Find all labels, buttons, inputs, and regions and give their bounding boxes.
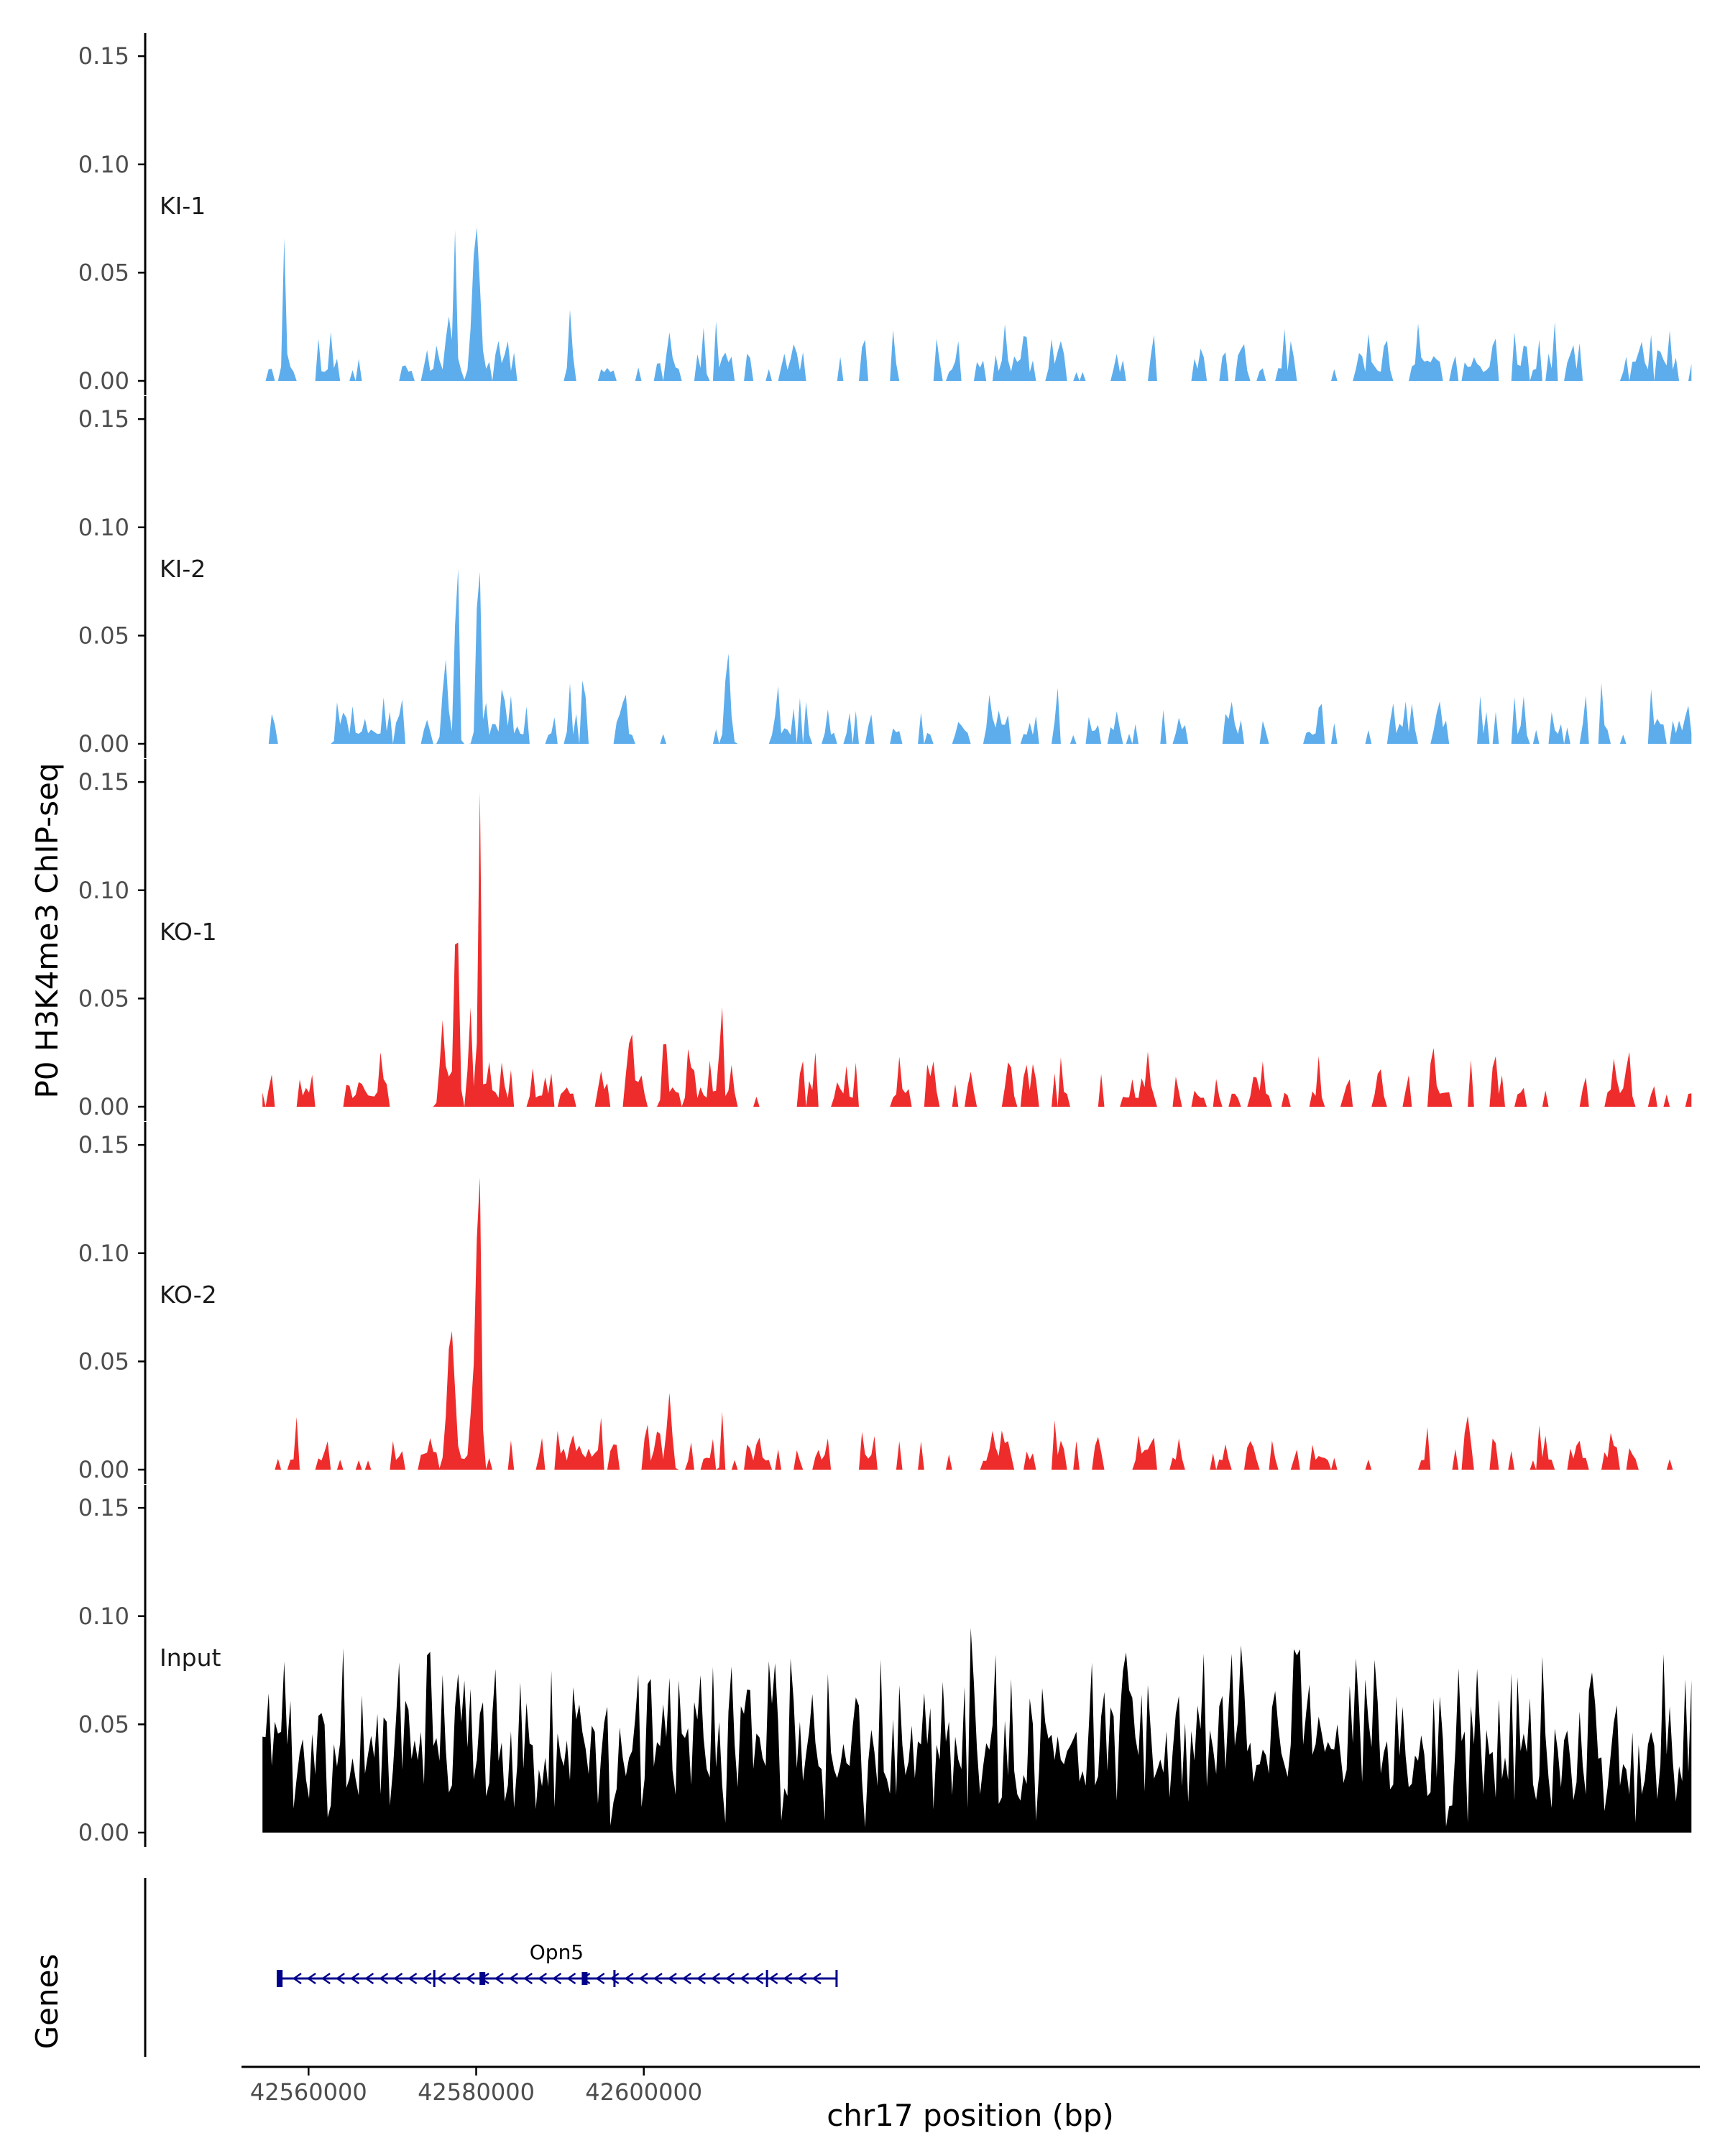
strand-arrow [566,1972,576,1985]
x-axis-title: chr17 position (bp) [827,2098,1114,2133]
strand-arrow [364,1972,374,1985]
strand-arrow [797,1972,807,1985]
y-tick-label: 0.00 [78,1819,129,1846]
track-ko-2: 0.00 0.05 0.10 0.15 KO-2 [78,1122,1692,1484]
strand-arrow [494,1972,504,1985]
strand-arrow [465,1972,475,1985]
y-tick-label: 0.10 [78,1240,129,1267]
x-tick-label: 42600000 [585,2078,702,2106]
track-ki-2: 0.00 0.05 0.10 0.15 KI-2 [78,396,1692,758]
track-ko-1: 0.00 0.05 0.10 0.15 KO-1 [78,759,1692,1121]
genes-axis-title: Genes [29,1954,65,2050]
strand-arrow [393,1972,403,1985]
track-label: KO-1 [160,918,217,946]
strand-arrow [509,1972,518,1985]
strand-arrow [422,1972,432,1985]
y-tick-label: 0.10 [78,877,129,904]
strand-arrow [610,1972,620,1985]
strand-arrow [696,1972,706,1985]
x-axis: 42560000 42580000 42600000 [242,2065,1700,2106]
strand-arrow [436,1972,446,1985]
strand-arrow [811,1972,822,1985]
y-tick-label: 0.10 [78,1603,129,1630]
strand-arrow [768,1972,778,1985]
signal-area-ki-1 [262,227,1692,381]
strand-arrow [754,1972,764,1985]
strand-arrow [451,1972,461,1985]
y-tick-label: 0.15 [78,405,129,433]
y-axis-title: P0 H3K4me3 ChIP-seq [29,763,65,1098]
gene-name-label: Opn5 [530,1940,584,1964]
strand-arrow [350,1972,360,1985]
strand-arrow [682,1972,691,1985]
gene-exon [276,1970,283,1987]
y-tick-label: 0.05 [78,622,129,649]
gene-exon [479,1972,486,1985]
track-input: 0.00 0.05 0.10 0.15 Input [78,1485,1692,1847]
y-tick-label: 0.05 [78,1348,129,1375]
strand-arrow [552,1972,562,1985]
track-label: Input [160,1644,221,1672]
strand-arrow [321,1972,331,1985]
y-tick-label: 0.05 [78,1710,129,1738]
y-tick-label: 0.00 [78,730,129,757]
y-tick-label: 0.10 [78,151,129,178]
y-tick-label: 0.05 [78,259,129,286]
strand-arrow [711,1972,721,1985]
gene-exon [581,1972,588,1985]
y-tick-label: 0.15 [78,1494,129,1521]
y-tick-label: 0.10 [78,514,129,541]
track-label: KI-1 [160,192,206,220]
y-tick-label: 0.00 [78,367,129,395]
genes-panel: Opn5 [144,1878,838,2057]
strand-arrow [538,1972,548,1985]
y-tick-label: 0.00 [78,1093,129,1120]
x-tick-label: 42580000 [418,2078,535,2106]
strand-arrow [653,1972,663,1985]
track-label: KI-2 [160,555,206,583]
strand-arrow [379,1972,389,1985]
strand-arrow [740,1972,750,1985]
y-tick-label: 0.15 [78,768,129,796]
strand-arrow [523,1972,533,1985]
strand-arrow [595,1972,605,1985]
track-ki-1: 0.00 0.05 0.10 0.15 KI-1 [78,33,1692,395]
strand-arrow [292,1972,302,1985]
y-tick-label: 0.15 [78,1131,129,1158]
strand-arrow [408,1972,418,1985]
strand-arrow [624,1972,634,1985]
tracks-layer: 0.00 0.05 0.10 0.15 KI-1 0.00 0.05 0.10 0.15 KI-2… [78,33,1692,1847]
strand-arrow [783,1972,793,1985]
strand-arrow [336,1972,345,1985]
strand-arrow [638,1972,648,1985]
strand-arrow [667,1972,677,1985]
track-label: KO-2 [160,1281,217,1309]
strand-arrow [725,1972,735,1985]
y-tick-label: 0.00 [78,1456,129,1483]
strand-arrow [306,1972,316,1985]
y-tick-label: 0.05 [78,985,129,1012]
y-tick-label: 0.15 [78,42,129,70]
signal-area-input [262,1628,1692,1833]
x-tick-label: 42560000 [250,2078,367,2106]
